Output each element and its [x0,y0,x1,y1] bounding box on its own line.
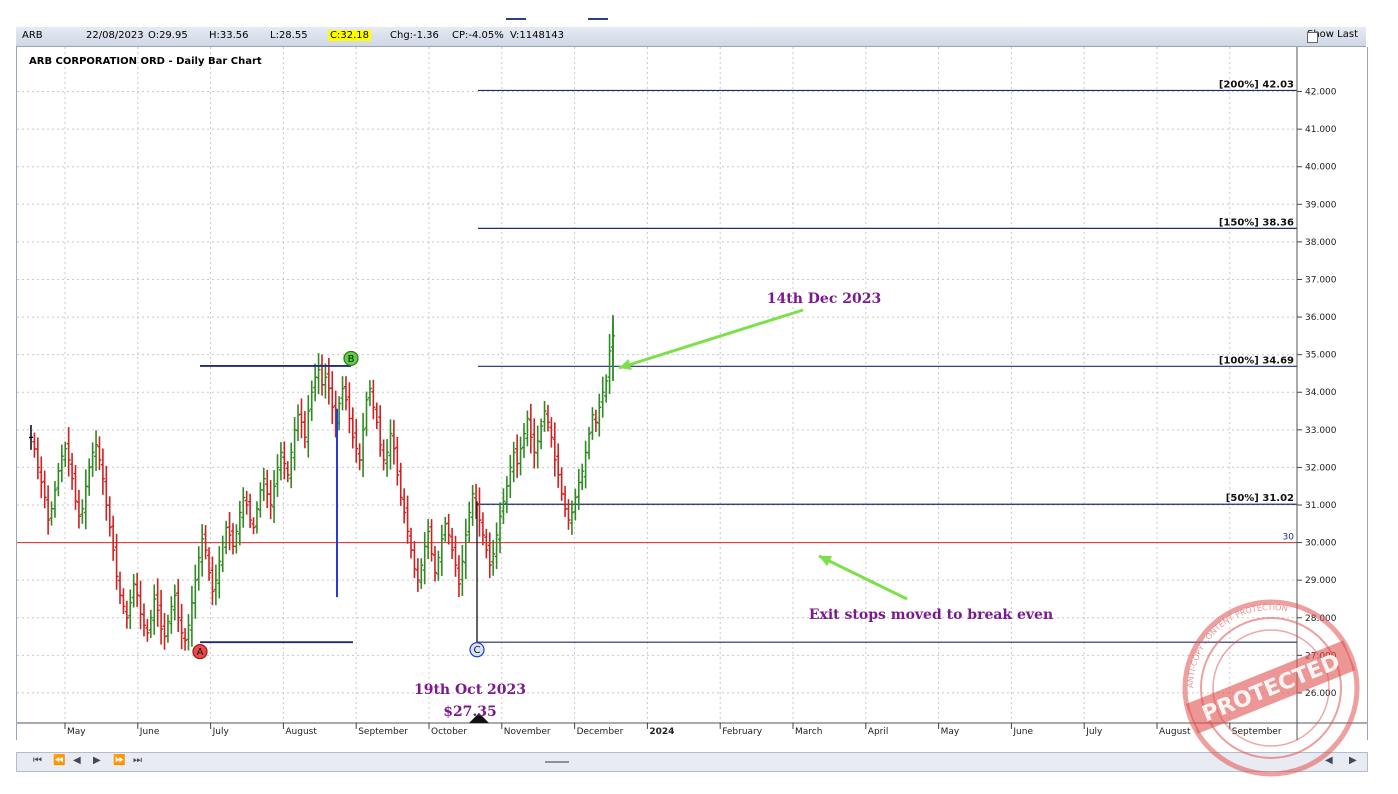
point-b-label: B [348,354,355,365]
x-tick-label: February [722,727,763,737]
y-tick-label: 28.000 [1305,614,1337,624]
y-tick-label: 34.000 [1305,388,1337,398]
y-tick-label: 31.000 [1305,501,1337,511]
projection-level-label: [100%] 34.69 [1219,355,1294,366]
quote-header-bar: ARB 22/08/2023 O:29.95 H:33.56 L:28.55 C… [16,27,1366,47]
change-label: Chg:-1.36 [390,30,439,41]
last-button[interactable]: ⏭ [133,755,142,766]
point-a-marker [192,643,208,660]
x-axis: May June July August September October Novembe… [17,713,1367,737]
y-axis: 26.000 27.000 28.000 29.000 30.000 31.000 32.0… [1296,47,1337,740]
projection-level-label: [150%] 38.36 [1219,217,1294,228]
exit-arrow [818,554,908,601]
oct-date-annotation: 19th Oct 2023 [414,682,526,698]
rewind-button[interactable]: ⏪ [53,755,66,766]
x-tick-label: July [1085,727,1103,737]
y-tick-label: 35.000 [1305,351,1337,361]
dec-arrow [618,308,804,370]
prev-button[interactable]: ◀ [73,755,81,766]
y-tick-label: 27.000 [1305,651,1337,661]
first-button[interactable]: ⏮ [33,755,42,766]
dec-arrow-head [619,359,632,370]
top-decoration-line [588,18,608,20]
close-label: C:32.18 [328,30,371,41]
y-tick-label: 42.000 [1305,88,1337,98]
selected-bar-marker [469,713,489,723]
break-even-label: 30 [1283,533,1295,543]
x-tick-label: April [868,727,889,737]
high-label: H:33.56 [209,30,249,41]
x-tick-label: September [358,727,408,737]
x-tick-label: May [67,727,86,737]
y-tick-label: 29.000 [1305,576,1337,586]
y-tick-label: 30.000 [1305,539,1337,549]
x-tick-label: November [504,727,551,737]
exit-annotation: Exit stops moved to break even [809,607,1053,623]
chart-title: ARB CORPORATION ORD - Daily Bar Chart [29,56,262,67]
change-pct-label: CP:-4.05% [452,30,504,41]
projection-levels: [200%] 42.03 [150%] 38.36 [100%] 34.69 [50%… [17,79,1297,544]
projection-level-label: [50%] 31.02 [1226,493,1294,504]
top-decoration-line [506,18,526,20]
y-tick-label: 38.000 [1305,238,1337,248]
price-chart[interactable]: [200%] 42.03 [150%] 38.36 [100%] 34.69 [50%… [17,47,1367,740]
x-tick-label: December [577,727,624,737]
show-last-toggle[interactable]: Show Last [1307,29,1358,43]
volume-label: V:1148143 [510,30,564,41]
oct-price-annotation: $27.35 [443,704,497,720]
x-tick-label: September [1232,727,1282,737]
show-last-label: Show Last [1307,29,1358,40]
y-tick-label: 41.000 [1305,125,1337,135]
x-tick-label: June [139,727,160,737]
date-label: 22/08/2023 [86,30,144,41]
y-tick-label: 37.000 [1305,275,1337,285]
low-label: L:28.55 [270,30,308,41]
navigation-bar: ⏮ ⏪ ◀ ▶ ⏩ ⏭ ◀ ▶ [16,752,1368,772]
grid-lines [17,47,1297,723]
y-tick-label: 26.000 [1305,689,1337,699]
symbol-label: ARB [22,30,43,41]
swing-markers: A B C [192,350,1297,660]
x-tick-label: 2024 [649,727,674,737]
right-next-button[interactable]: ▶ [1349,755,1357,766]
next-button[interactable]: ▶ [93,755,101,766]
dec-annotation: 14th Dec 2023 [767,291,881,307]
scrollbar-thumb[interactable] [545,761,569,763]
x-tick-label: June [1012,727,1033,737]
x-tick-label: July [212,727,230,737]
fast-forward-button[interactable]: ⏩ [113,755,126,766]
right-prev-button[interactable]: ◀ [1325,755,1333,766]
projection-level-label: [200%] 42.03 [1219,79,1294,90]
point-c-marker [469,642,485,658]
x-tick-label: August [285,727,317,737]
x-tick-label: October [431,727,467,737]
point-c-label: C [474,645,481,656]
open-label: O:29.95 [148,30,188,41]
point-a-label: A [197,647,204,658]
y-tick-label: 32.000 [1305,463,1337,473]
price-bars [29,315,615,651]
point-b-marker [343,350,359,367]
x-tick-label: May [941,727,960,737]
y-tick-label: 39.000 [1305,200,1337,210]
x-tick-label: March [795,727,822,737]
y-tick-label: 40.000 [1305,163,1337,173]
show-last-checkbox[interactable] [1307,32,1318,43]
y-tick-label: 33.000 [1305,426,1337,436]
x-tick-label: August [1159,727,1191,737]
annotations: 14th Dec 2023 Exit stops moved to break e… [414,291,1053,720]
y-tick-label: 36.000 [1305,313,1337,323]
exit-arrow-head [819,556,832,567]
chart-area[interactable]: [200%] 42.03 [150%] 38.36 [100%] 34.69 [50%… [16,47,1368,740]
